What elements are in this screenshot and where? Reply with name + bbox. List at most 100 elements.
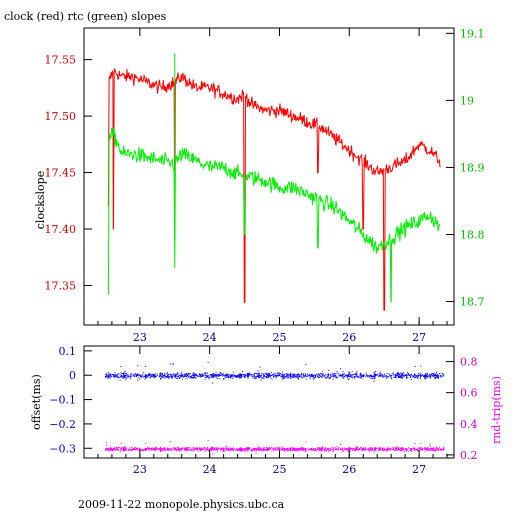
rnd-trip-point	[387, 449, 389, 451]
offset-point	[353, 376, 355, 378]
offset-point	[347, 375, 349, 377]
rnd-trip-point	[242, 448, 243, 450]
rnd-trip-point	[362, 449, 364, 451]
offset-point	[421, 374, 423, 376]
offset-point	[257, 376, 258, 378]
rnd-trip-point	[120, 448, 122, 450]
rnd-trip-point	[304, 448, 306, 450]
offset-point	[186, 374, 188, 376]
offset-point	[235, 376, 237, 378]
rnd-trip-point	[443, 447, 445, 449]
offset-point	[341, 375, 343, 377]
rnd-trip-point	[287, 450, 289, 452]
rnd-trip-point	[411, 449, 412, 451]
offset-point	[272, 376, 274, 378]
offset-point	[372, 376, 374, 378]
offset-point	[301, 372, 302, 374]
offset-point	[110, 377, 112, 379]
offset-point	[386, 373, 388, 374]
rnd-trip-point	[300, 448, 302, 450]
rnd-trip-point	[425, 448, 427, 450]
rnd-trip-point	[407, 451, 409, 452]
rnd-trip-point	[156, 447, 158, 449]
offset-point	[186, 373, 188, 375]
rnd-trip-point	[373, 450, 375, 452]
offset-point	[195, 377, 197, 379]
rnd-trip-point	[314, 450, 316, 452]
rnd-trip-point	[324, 449, 326, 451]
offset-point	[234, 374, 236, 376]
offset-point	[352, 374, 354, 375]
rnd-trip-point	[332, 449, 334, 450]
rnd-trip-point	[419, 449, 421, 451]
rnd-trip-point	[417, 450, 419, 452]
y-left-tick-label: 0	[69, 369, 76, 382]
offset-point	[130, 376, 132, 378]
rnd-trip-point	[356, 445, 358, 447]
offset-point	[420, 374, 422, 376]
rnd-trip-point	[145, 450, 147, 452]
offset-point	[427, 375, 429, 377]
offset-point	[396, 375, 398, 377]
rnd-trip-point	[403, 449, 404, 451]
rnd-trip-point	[171, 448, 173, 449]
offset-point	[120, 376, 122, 378]
offset-point	[164, 373, 166, 375]
rnd-trip-point	[154, 447, 156, 449]
rnd-trip-point	[432, 449, 434, 451]
offset-point	[238, 374, 240, 376]
rnd-trip-point	[223, 450, 225, 452]
offset-point	[398, 375, 399, 377]
rnd-trip-point	[110, 450, 112, 451]
offset-point	[170, 375, 172, 377]
rnd-trip-point	[290, 448, 292, 450]
rnd-trip-point	[358, 449, 360, 450]
rnd-trip-point	[159, 448, 161, 450]
offset-point	[328, 369, 330, 371]
offset-point	[212, 374, 214, 376]
rnd-trip-point	[114, 446, 116, 448]
offset-point	[410, 375, 411, 377]
offset-point	[205, 374, 207, 376]
rnd-trip-point	[357, 449, 359, 451]
offset-point	[432, 375, 434, 377]
rnd-trip-point	[185, 447, 187, 449]
rnd-trip-point	[435, 448, 437, 450]
offset-point	[250, 374, 252, 376]
offset-point	[120, 375, 122, 377]
offset-point	[156, 373, 158, 375]
rnd-trip-point	[196, 448, 198, 450]
offset-point	[186, 373, 188, 375]
offset-point	[435, 374, 436, 376]
offset-point	[313, 377, 315, 379]
rnd-trip-point	[171, 449, 172, 451]
rnd-trip-point	[238, 449, 240, 451]
offset-point	[262, 377, 264, 379]
rnd-trip-point	[125, 448, 127, 450]
offset-point	[213, 376, 215, 378]
offset-point	[244, 375, 246, 376]
rnd-trip-point	[149, 447, 150, 449]
rnd-trip-point	[191, 448, 193, 450]
rnd-trip-point	[112, 447, 114, 449]
offset-point	[271, 378, 273, 380]
rnd-trip-point	[178, 448, 180, 450]
offset-point	[207, 376, 209, 378]
offset-point	[428, 375, 430, 377]
rnd-trip-point	[160, 446, 161, 448]
offset-point	[230, 374, 232, 376]
offset-point	[193, 377, 195, 379]
y-left-tick-label: 17.40	[45, 223, 77, 236]
y-right-tick-label: 0.2	[460, 449, 478, 462]
rnd-trip-point	[342, 447, 344, 449]
offset-point	[371, 375, 373, 377]
offset-point	[133, 375, 134, 377]
rnd-trip-point	[365, 448, 367, 450]
offset-point	[344, 376, 346, 378]
rnd-trip-point	[225, 449, 227, 451]
offset-point	[212, 382, 214, 384]
rnd-trip-point	[107, 448, 109, 450]
rnd-trip-point	[429, 448, 431, 450]
offset-point	[239, 374, 241, 376]
offset-point	[380, 374, 382, 376]
